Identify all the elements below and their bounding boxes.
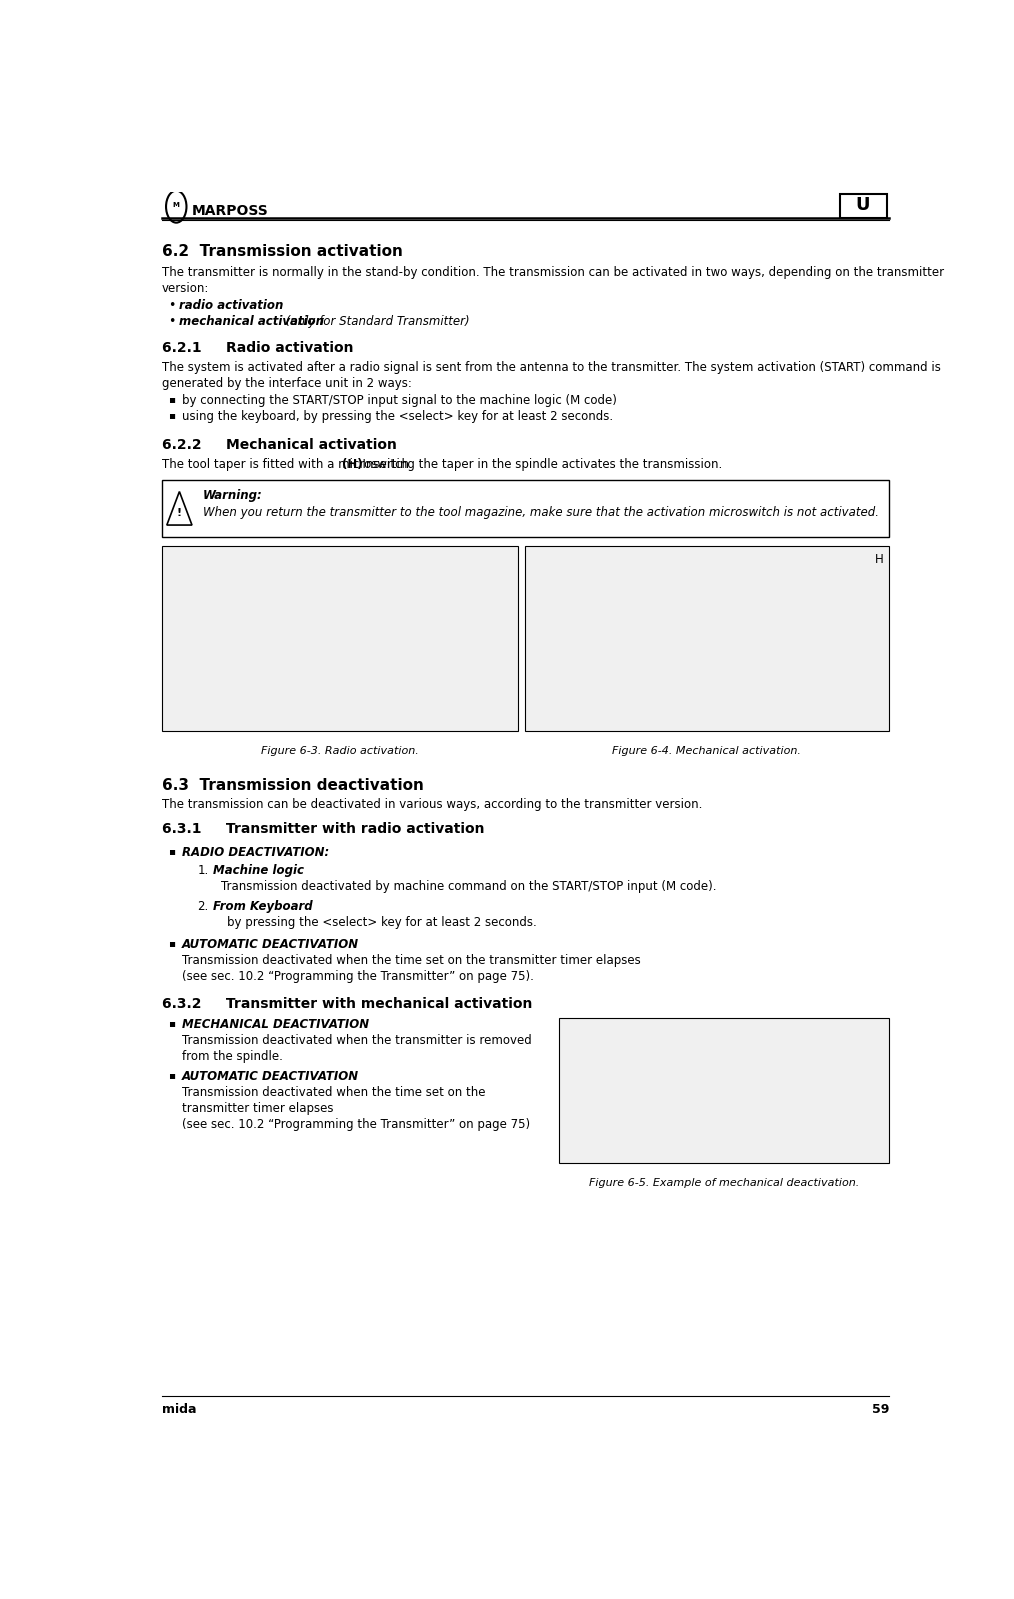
Text: transmitter timer elapses: transmitter timer elapses (182, 1102, 334, 1115)
Text: Transmission deactivated by machine command on the START/STOP input (M code).: Transmission deactivated by machine comm… (221, 879, 717, 894)
Text: The transmission can be deactivated in various ways, according to the transmitte: The transmission can be deactivated in v… (162, 798, 703, 811)
Text: When you return the transmitter to the tool magazine, make sure that the activat: When you return the transmitter to the t… (203, 505, 879, 518)
Text: generated by the interface unit in 2 ways:: generated by the interface unit in 2 way… (162, 376, 412, 390)
Bar (525, 547, 889, 731)
Text: mechanical activation: mechanical activation (179, 315, 324, 328)
Text: Figure 6-3. Radio activation.: Figure 6-3. Radio activation. (262, 747, 419, 756)
Text: 1.: 1. (198, 863, 209, 878)
Text: Warning:: Warning: (203, 489, 263, 502)
Text: The transmitter is normally in the stand-by condition. The transmission can be a: The transmitter is normally in the stand… (162, 265, 944, 278)
Text: (see sec. 10.2 “Programming the Transmitter” on page 75): (see sec. 10.2 “Programming the Transmit… (182, 1118, 530, 1130)
Text: AUTOMATIC DEACTIVATION: AUTOMATIC DEACTIVATION (182, 1070, 359, 1083)
Text: version:: version: (162, 281, 210, 294)
Text: 6.3  Transmission deactivation: 6.3 Transmission deactivation (162, 779, 424, 793)
Text: 2.: 2. (198, 900, 209, 913)
Text: Transmission deactivated when the time set on the transmitter timer elapses: Transmission deactivated when the time s… (182, 955, 641, 967)
Text: 6.3.2     Transmitter with mechanical activation: 6.3.2 Transmitter with mechanical activa… (162, 998, 532, 1011)
Text: Figure 6-5. Example of mechanical deactivation.: Figure 6-5. Example of mechanical deacti… (589, 1178, 859, 1188)
Text: Transmission deactivated when the time set on the: Transmission deactivated when the time s… (182, 1086, 486, 1099)
Bar (559, 1019, 889, 1164)
Text: H: H (875, 553, 883, 566)
Text: from the spindle.: from the spindle. (182, 1051, 283, 1063)
Text: by pressing the <select> key for at least 2 seconds.: by pressing the <select> key for at leas… (227, 916, 537, 929)
Text: 6.2.1     Radio activation: 6.2.1 Radio activation (162, 341, 354, 355)
Text: Transmission deactivated when the transmitter is removed: Transmission deactivated when the transm… (182, 1035, 531, 1047)
Text: M: M (172, 201, 179, 208)
Text: ▪: ▪ (168, 846, 175, 855)
Text: From Keyboard: From Keyboard (213, 900, 312, 913)
Text: ▪: ▪ (168, 1019, 175, 1028)
Text: •: • (168, 315, 175, 328)
Text: The tool taper is fitted with a microswitch: The tool taper is fitted with a microswi… (162, 457, 413, 470)
Text: . Inserting the taper in the spindle activates the transmission.: . Inserting the taper in the spindle act… (355, 457, 722, 470)
Text: by connecting the START/STOP input signal to the machine logic (M code): by connecting the START/STOP input signa… (182, 393, 617, 406)
Text: 6.2.2     Mechanical activation: 6.2.2 Mechanical activation (162, 438, 397, 453)
Text: MARPOSS: MARPOSS (192, 205, 269, 217)
Text: RADIO DEACTIVATION:: RADIO DEACTIVATION: (182, 846, 329, 859)
Text: U: U (856, 195, 870, 214)
Text: ▪: ▪ (168, 939, 175, 948)
Bar (162, 480, 889, 537)
Text: !: ! (176, 508, 182, 518)
Bar (162, 547, 518, 731)
Text: •: • (168, 299, 175, 312)
Text: mida: mida (162, 1404, 197, 1417)
Text: The system is activated after a radio signal is sent from the antenna to the tra: The system is activated after a radio si… (162, 360, 941, 374)
Text: ▪: ▪ (168, 1070, 175, 1079)
FancyBboxPatch shape (840, 195, 886, 217)
Text: MECHANICAL DEACTIVATION: MECHANICAL DEACTIVATION (182, 1019, 369, 1031)
Text: 59: 59 (872, 1404, 889, 1417)
Text: Figure 6-4. Mechanical activation.: Figure 6-4. Mechanical activation. (612, 747, 801, 756)
Text: (see sec. 10.2 “Programming the Transmitter” on page 75).: (see sec. 10.2 “Programming the Transmit… (182, 971, 533, 983)
Text: using the keyboard, by pressing the <select> key for at least 2 seconds.: using the keyboard, by pressing the <sel… (182, 409, 612, 422)
Text: ▪: ▪ (168, 409, 175, 421)
Text: Machine logic: Machine logic (213, 863, 304, 878)
Text: 6.3.1     Transmitter with radio activation: 6.3.1 Transmitter with radio activation (162, 822, 485, 836)
Text: radio activation: radio activation (179, 299, 284, 312)
Text: 6.2  Transmission activation: 6.2 Transmission activation (162, 243, 403, 259)
Text: ▪: ▪ (168, 393, 175, 405)
Text: AUTOMATIC DEACTIVATION: AUTOMATIC DEACTIVATION (182, 939, 359, 951)
Text: (H): (H) (342, 457, 363, 470)
Text: (only for Standard Transmitter): (only for Standard Transmitter) (282, 315, 469, 328)
